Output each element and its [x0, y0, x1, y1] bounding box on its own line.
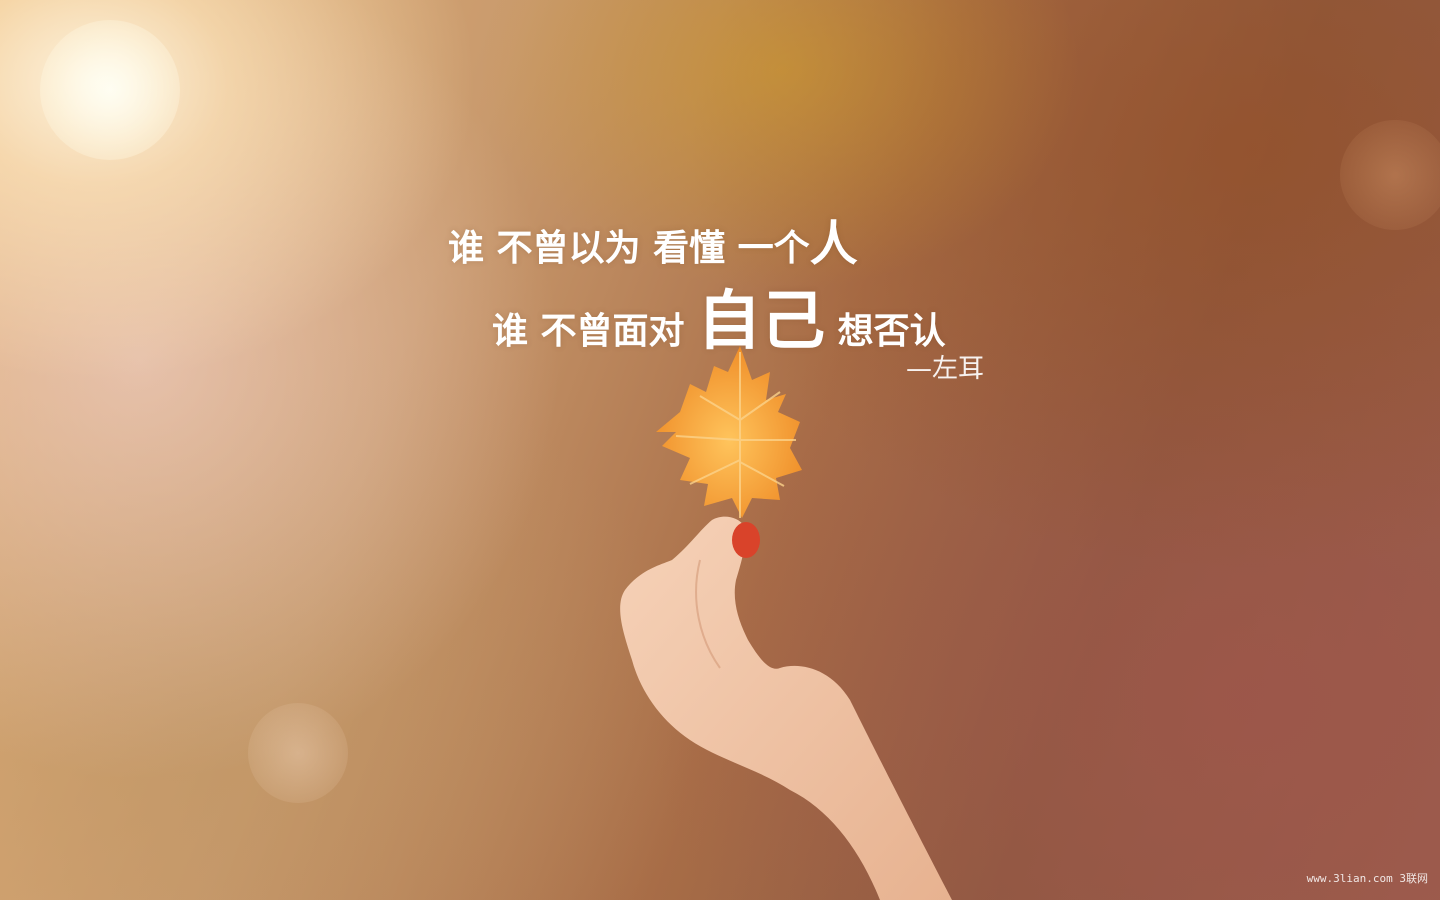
quote-author: —左耳 [906, 354, 985, 384]
quote-line-2: 谁 不曾面对 自己 想否认 [492, 270, 946, 362]
quote-line-2-text-b: 想否认 [825, 310, 946, 352]
fingernail [732, 522, 760, 558]
watermark: www.3lian.com 3联网 [1306, 872, 1428, 885]
quote-line-2-text-a: 谁 不曾面对 [492, 310, 698, 352]
quote-line-2-emphasis: 自己 [697, 284, 826, 359]
maple-leaf [656, 346, 802, 518]
hand [620, 516, 952, 900]
quote-line-1: 谁 不曾以为 看懂 一个人 [448, 204, 858, 274]
quote-line-1-text: 谁 不曾以为 看懂 一个 [448, 227, 810, 269]
quote-line-1-emphasis: 人 [809, 216, 858, 272]
